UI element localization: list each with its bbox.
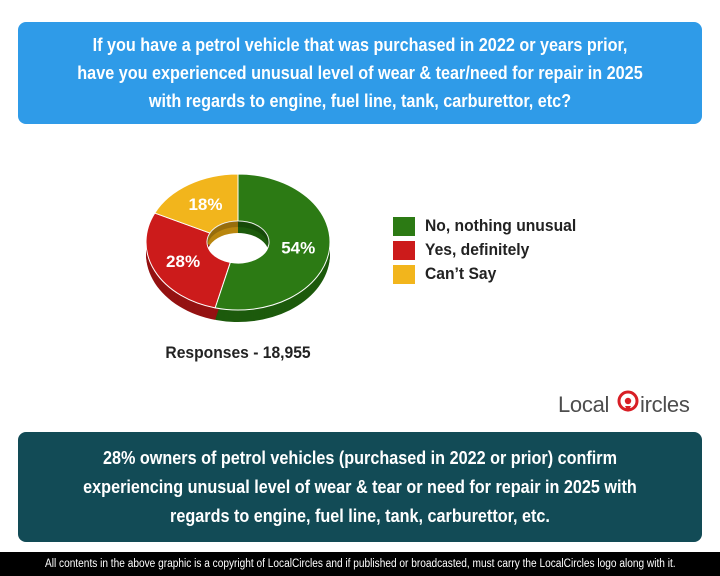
copyright-footer: All contents in the above graphic is a c…: [0, 552, 720, 576]
legend-swatch: [393, 240, 415, 260]
legend-label: Yes, definitely: [425, 240, 530, 259]
question-text: If you have a petrol vehicle that was pu…: [77, 35, 643, 111]
logo-text-left: Local: [558, 392, 610, 417]
finding-text: 28% owners of petrol vehicles (purchased…: [83, 447, 637, 526]
legend-label: Can’t Say: [425, 264, 497, 283]
data-label: 18%: [188, 195, 222, 214]
footer-text: All contents in the above graphic is a c…: [44, 558, 676, 570]
legend: No, nothing unusual Yes, definitely Can’…: [393, 214, 589, 286]
legend-label: No, nothing unusual: [425, 216, 577, 235]
donut-slice: [214, 173, 331, 311]
finding-banner: 28% owners of petrol vehicles (purchased…: [18, 432, 702, 542]
question-banner: If you have a petrol vehicle that was pu…: [18, 22, 702, 124]
donut-slice: [145, 212, 231, 309]
data-label: 28%: [166, 252, 200, 271]
donut-hole-shadow: [207, 221, 269, 248]
legend-item-yes: Yes, definitely: [393, 238, 589, 262]
legend-swatch: [393, 264, 415, 284]
location-pin-icon: [617, 390, 639, 412]
responses-count: Responses - 18,955: [165, 343, 311, 362]
donut-chart: 54% 28% 18%: [145, 173, 331, 322]
logo-text-right: ircles: [640, 392, 690, 417]
legend-swatch: [393, 216, 415, 236]
legend-item-no: No, nothing unusual: [393, 214, 589, 238]
localcircles-logo: Local ircles: [558, 386, 698, 422]
donut-slice: [153, 173, 239, 234]
legend-item-cant-say: Can’t Say: [393, 262, 589, 286]
data-label: 54%: [281, 239, 315, 258]
